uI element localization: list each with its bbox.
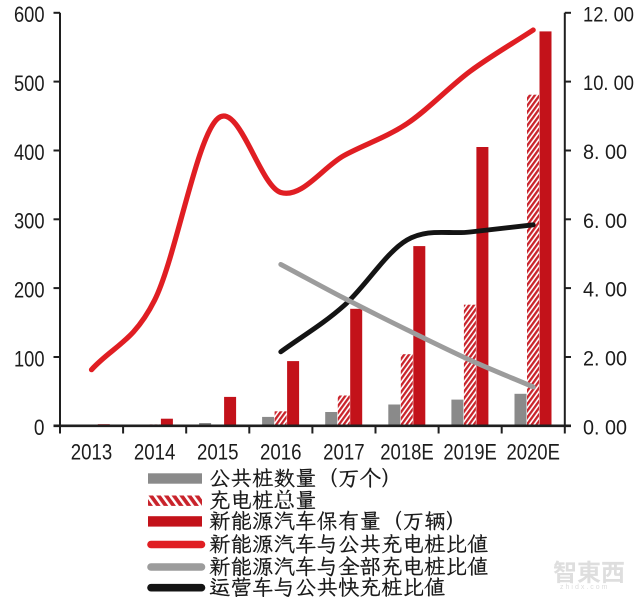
svg-text:2019E: 2019E xyxy=(443,440,497,465)
svg-text:2014: 2014 xyxy=(134,440,176,465)
svg-text:8. 00: 8. 00 xyxy=(583,141,627,164)
svg-text:2020E: 2020E xyxy=(506,440,560,465)
svg-text:200: 200 xyxy=(14,277,45,302)
svg-text:zhidx.com: zhidx.com xyxy=(560,584,610,591)
svg-text:500: 500 xyxy=(14,71,45,96)
svg-text:400: 400 xyxy=(14,140,45,165)
svg-text:100: 100 xyxy=(14,346,45,371)
svg-text:2018E: 2018E xyxy=(380,440,434,465)
svg-text:600: 600 xyxy=(14,2,45,27)
svg-text:4. 00: 4. 00 xyxy=(583,279,627,302)
svg-text:10. 00: 10. 00 xyxy=(583,72,634,95)
svg-text:12. 00: 12. 00 xyxy=(583,3,634,26)
svg-text:2013: 2013 xyxy=(71,440,113,465)
svg-text:2015: 2015 xyxy=(197,440,239,465)
svg-text:0. 00: 0. 00 xyxy=(583,416,627,439)
svg-text:2017: 2017 xyxy=(323,440,365,465)
svg-text:2016: 2016 xyxy=(260,440,302,465)
svg-text:2. 00: 2. 00 xyxy=(583,348,627,371)
svg-text:0: 0 xyxy=(34,415,45,440)
svg-text:300: 300 xyxy=(14,209,45,234)
svg-text:6. 00: 6. 00 xyxy=(583,210,627,233)
